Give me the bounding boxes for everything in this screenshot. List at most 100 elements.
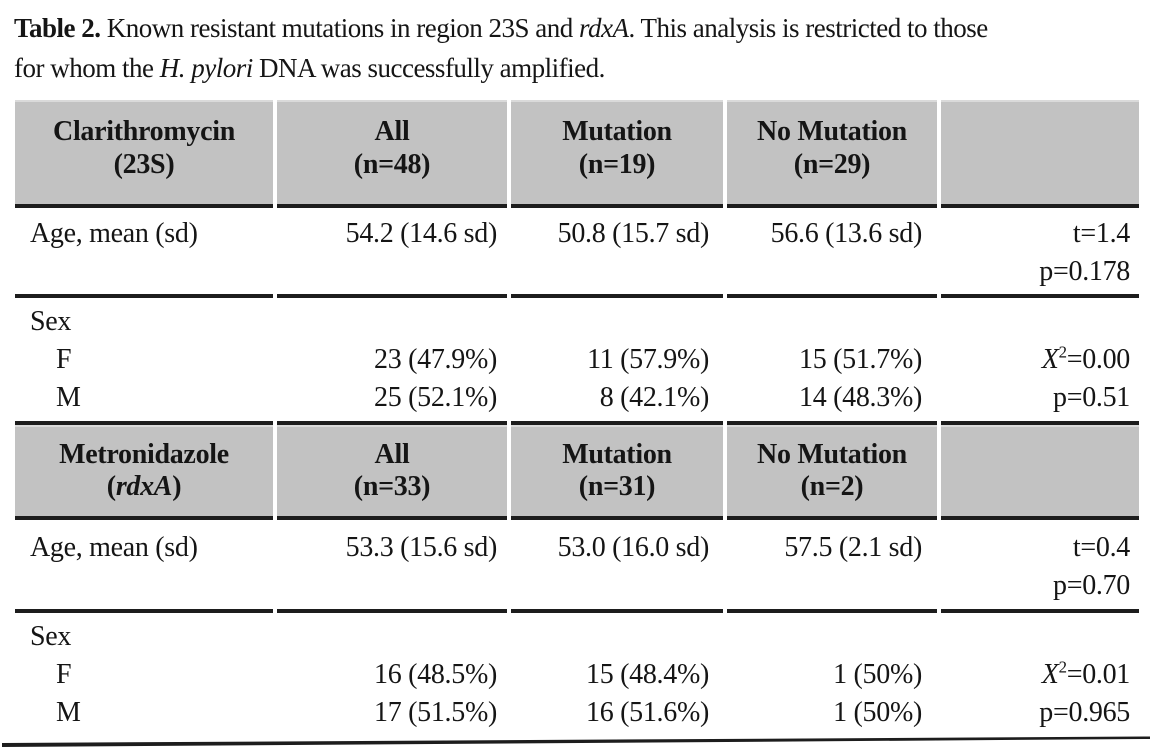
- male-label: M: [56, 697, 81, 728]
- sex-mutation: 11 (57.9%) 8 (42.1%): [511, 298, 723, 425]
- clarithromycin-age-row: Age, mean (sd) 54.2 (14.6 sd) 50.8 (15.7…: [15, 208, 1139, 298]
- col-header-no-mutation: No Mutation: [757, 116, 907, 147]
- col-header-no-mutation: No Mutation: [757, 439, 907, 470]
- header-cell-stat-empty: [941, 100, 1139, 208]
- drug-sub: (rdxA): [15, 471, 273, 503]
- age-mutation: 53.0 (16.0 sd): [511, 520, 723, 613]
- header-cell-no-mutation: No Mutation (n=29): [727, 100, 937, 208]
- male-no-mutation: 14 (48.3%): [799, 382, 922, 413]
- caption-text: DNA was successfully amplified.: [252, 53, 605, 83]
- female-mutation: 15 (48.4%): [586, 659, 709, 690]
- table-bottom-rule: [2, 736, 1150, 747]
- caption-species-italic: H. pylori: [159, 53, 254, 83]
- header-cell-drug: Metronidazole (rdxA): [15, 425, 273, 520]
- sex-label: Sex: [30, 306, 72, 337]
- col-header-no-mutation-n: (n=2): [800, 471, 864, 502]
- header-cell-all: All (n=33): [277, 425, 507, 520]
- sex-labels: Sex F M: [15, 613, 273, 740]
- metronidazole-header-row: Metronidazole (rdxA) All (n=33) Mutation…: [15, 425, 1139, 520]
- age-no-mutation: 57.5 (2.1 sd): [727, 520, 937, 613]
- drug-sub: (23S): [15, 148, 273, 181]
- drug-name: Clarithromycin: [53, 116, 235, 147]
- chi-square-statistic: X2=0.00: [941, 341, 1131, 379]
- sex-label: Sex: [30, 621, 72, 652]
- female-label: F: [56, 344, 72, 375]
- header-cell-no-mutation: No Mutation (n=2): [727, 425, 937, 520]
- col-header-mutation: Mutation: [562, 116, 672, 147]
- age-all: 54.2 (14.6 sd): [277, 208, 507, 298]
- sex-all: 23 (47.9%) 25 (52.1%): [277, 298, 507, 425]
- chi-value: =0.00: [1066, 344, 1131, 375]
- chi-superscript: 2: [1058, 657, 1067, 677]
- female-all: 16 (48.5%): [374, 659, 497, 690]
- header-cell-mutation: Mutation (n=19): [511, 100, 723, 208]
- results-table: Clarithromycin (23S) All (n=48) Mutation…: [15, 100, 1139, 740]
- drug-sub-text: (23S): [113, 149, 175, 180]
- col-header-mutation-n: (n=19): [578, 149, 656, 180]
- female-label: F: [56, 659, 72, 690]
- col-header-all-n: (n=33): [353, 471, 431, 502]
- t-statistic: t=1.4: [1072, 218, 1130, 249]
- caption-gene-italic: rdxA: [579, 13, 629, 43]
- col-header-all: All: [374, 116, 410, 147]
- col-header-all: All: [374, 439, 410, 470]
- header-cell-stat-empty: [941, 425, 1139, 520]
- age-mutation: 50.8 (15.7 sd): [511, 208, 723, 298]
- sex-stat: X2=0.00 p=0.51: [941, 298, 1139, 425]
- clarithromycin-sex-rows: Sex F M 23 (47.9%) 25 (52.1%) 11 (57.9%)…: [15, 298, 1139, 425]
- table-caption: Table 2. Known resistant mutations in re…: [14, 8, 988, 88]
- header-cell-drug: Clarithromycin (23S): [15, 100, 273, 208]
- drug-sub-italic: rdxA: [115, 471, 173, 502]
- chi-superscript: 2: [1058, 342, 1067, 362]
- age-stat: t=1.4 p=0.178: [941, 208, 1139, 298]
- male-mutation: 16 (51.6%): [586, 697, 709, 728]
- p-value: p=0.51: [1053, 382, 1130, 413]
- male-label: M: [56, 382, 81, 413]
- drug-sub-text: (: [106, 471, 116, 502]
- age-no-mutation: 56.6 (13.6 sd): [727, 208, 937, 298]
- female-all: 23 (47.9%): [374, 344, 497, 375]
- drug-name: Metronidazole: [59, 439, 229, 470]
- col-header-mutation-n: (n=31): [578, 471, 656, 502]
- col-header-all-n: (n=48): [353, 149, 431, 180]
- caption-text: . This analysis is restricted to those: [628, 13, 988, 43]
- sex-no-mutation: 1 (50%) 1 (50%): [727, 613, 937, 740]
- clarithromycin-header-row: Clarithromycin (23S) All (n=48) Mutation…: [15, 100, 1139, 208]
- female-no-mutation: 1 (50%): [833, 659, 922, 690]
- header-cell-all: All (n=48): [277, 100, 507, 208]
- male-all: 17 (51.5%): [374, 697, 497, 728]
- p-value: p=0.178: [1039, 256, 1130, 287]
- age-label: Age, mean (sd): [15, 208, 273, 298]
- metronidazole-sex-rows: Sex F M 16 (48.5%) 17 (51.5%) 15 (48.4%)…: [15, 613, 1139, 740]
- age-all: 53.3 (15.6 sd): [277, 520, 507, 613]
- caption-text: Known resistant mutations in region 23S …: [100, 13, 579, 43]
- sex-mutation: 15 (48.4%) 16 (51.6%): [511, 613, 723, 740]
- sex-no-mutation: 15 (51.7%) 14 (48.3%): [727, 298, 937, 425]
- female-no-mutation: 15 (51.7%): [799, 344, 922, 375]
- chi-symbol: X: [1041, 659, 1059, 690]
- chi-square-statistic: X2=0.01: [941, 656, 1131, 694]
- sex-labels: Sex F M: [15, 298, 273, 425]
- sex-all: 16 (48.5%) 17 (51.5%): [277, 613, 507, 740]
- caption-line-1: Table 2. Known resistant mutations in re…: [14, 8, 988, 48]
- caption-line-2: for whom the H. pylori DNA was successfu…: [14, 48, 988, 88]
- caption-table-number: Table 2.: [14, 13, 101, 43]
- chi-value: =0.01: [1066, 659, 1131, 690]
- sex-stat: X2=0.01 p=0.965: [941, 613, 1139, 740]
- female-mutation: 11 (57.9%): [587, 344, 709, 375]
- chi-symbol: X: [1041, 344, 1059, 375]
- col-header-no-mutation-n: (n=29): [793, 149, 871, 180]
- p-value: p=0.70: [1053, 570, 1130, 601]
- t-statistic: t=0.4: [1072, 532, 1130, 563]
- male-no-mutation: 1 (50%): [833, 697, 922, 728]
- header-cell-mutation: Mutation (n=31): [511, 425, 723, 520]
- male-all: 25 (52.1%): [374, 382, 497, 413]
- p-value: p=0.965: [1039, 697, 1130, 728]
- male-mutation: 8 (42.1%): [599, 382, 710, 413]
- age-stat: t=0.4 p=0.70: [941, 520, 1139, 613]
- caption-text: for whom the: [14, 53, 160, 83]
- age-label: Age, mean (sd): [15, 520, 273, 613]
- metronidazole-age-row: Age, mean (sd) 53.3 (15.6 sd) 53.0 (16.0…: [15, 520, 1139, 613]
- col-header-mutation: Mutation: [562, 439, 672, 470]
- drug-sub-text: ): [172, 471, 182, 502]
